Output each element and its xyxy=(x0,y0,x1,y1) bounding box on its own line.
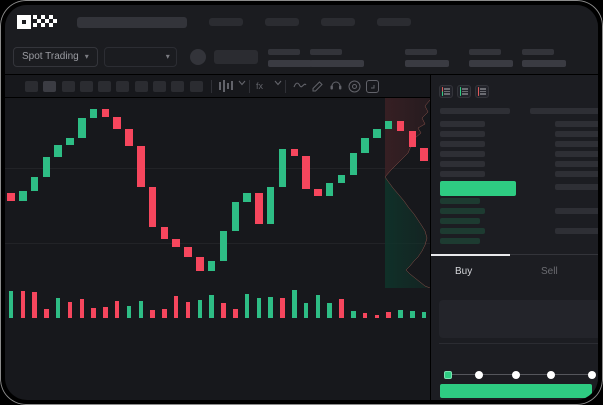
svg-text:fx: fx xyxy=(256,81,264,91)
